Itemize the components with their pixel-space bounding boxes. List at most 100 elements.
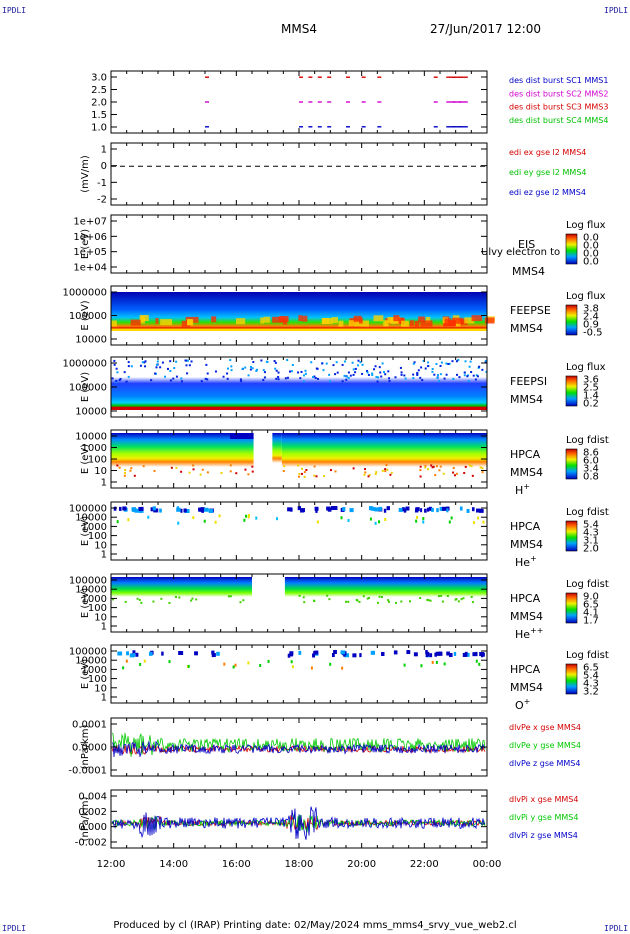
p6-spectrogram-band (281, 433, 487, 467)
p8-low-energy-speck (138, 598, 141, 601)
p6-low-energy-speck (244, 468, 247, 471)
p6-low-energy-speck (363, 468, 366, 471)
p9-count-mark (443, 662, 446, 666)
p5-sparse-count (422, 359, 425, 362)
p7-count-mark (476, 508, 481, 513)
p4-intensity-patch (387, 317, 398, 324)
p5-sparse-count (169, 360, 172, 363)
p6-colorbar-tick: 8.6 (583, 448, 599, 459)
p7-count-mark (427, 507, 430, 512)
p6-low-energy-speck (188, 471, 191, 474)
p6-low-energy-speck (133, 474, 136, 477)
p5-sparse-count (357, 364, 360, 367)
p6-low-energy-speck (479, 466, 482, 469)
p9-count-mark (435, 651, 441, 656)
p4-intensity-patch (414, 320, 420, 327)
p5-sparse-count (427, 365, 430, 368)
p5-sparse-count (141, 361, 144, 364)
p7-count-mark (450, 516, 453, 520)
p4-instrument-label: FEEPSE (510, 304, 551, 317)
p10-legend-entry: dlvPe z gse MMS4 (509, 759, 580, 768)
p8-ytick-label: 100000 (69, 576, 107, 587)
p4-intensity-patch (187, 319, 193, 326)
p5-sparse-count (451, 360, 454, 363)
p5-sparse-count (274, 361, 277, 364)
p5-sparse-count (335, 361, 338, 364)
p4-intensity-patch (331, 317, 338, 324)
p4-intensity-patch (353, 315, 362, 322)
p6-low-energy-speck (282, 469, 285, 472)
p5-sparse-count (321, 362, 324, 365)
p5-colorbar-title: Log flux (566, 362, 606, 373)
p8-ytick-label: 10 (94, 612, 107, 623)
p2-legend-entry: edi ey gse l2 MMS4 (509, 168, 587, 177)
p5-sparse-count (470, 371, 473, 374)
p9-count-mark (310, 666, 313, 670)
p5-sparse-count (304, 372, 307, 375)
p5-colorbar-tick: 2.5 (583, 383, 599, 394)
p5-sparse-count (400, 371, 403, 374)
p7-count-mark (424, 508, 427, 513)
p5-sparse-count (186, 372, 189, 375)
p8-colorbar (565, 592, 578, 624)
p6-ytick-label: 10 (94, 466, 107, 477)
p9-colorbar-tick: 3.2 (583, 687, 599, 698)
p8-low-energy-speck (303, 601, 306, 604)
p5-sparse-count (445, 362, 448, 365)
p4-intensity-patch (160, 319, 173, 326)
p4-intensity-patch (425, 316, 431, 323)
p6-low-energy-speck (303, 471, 306, 474)
p6-low-energy-speck (251, 465, 254, 468)
p9-count-mark (139, 662, 142, 666)
p5-sparse-count (316, 367, 319, 370)
p6-spectrogram (111, 433, 487, 478)
p8-low-energy-speck (345, 600, 348, 603)
p5-sparse-count (275, 377, 278, 380)
p8-low-energy-speck (326, 594, 329, 597)
p6-low-energy-speck (251, 470, 254, 473)
p10-ylabel: (nPa/km) (80, 725, 91, 770)
p5-sparse-count (347, 376, 350, 379)
p1-ytick-label: 1.0 (91, 123, 107, 134)
p9-count-mark (446, 651, 450, 656)
p4-intensity-patch (398, 317, 405, 324)
p11-ytick-label: -0.002 (75, 838, 107, 849)
p5-sparse-count (247, 374, 250, 377)
p5-sparse-count (336, 371, 339, 374)
p7-count-mark (422, 517, 425, 521)
p3-ytick-label: 1e+07 (73, 217, 107, 228)
p5-sparse-count (366, 371, 369, 374)
p8-low-energy-speck (239, 601, 242, 604)
p4-colorbar-tick: -0.5 (583, 328, 603, 339)
p7-count-mark (326, 506, 331, 511)
p9-count-mark (453, 651, 457, 656)
p9-count-mark (314, 650, 319, 655)
p4-intensity-patch (373, 315, 384, 322)
p5-sparse-count (312, 376, 315, 379)
p7-count-mark (208, 508, 214, 513)
p5-sparse-count (481, 368, 484, 371)
p4-intensity-patch (385, 320, 389, 327)
p11-legend-entry: dlvPi y gse MMS4 (509, 813, 578, 822)
p8-spectrogram-band (284, 577, 487, 597)
p2-frame (110, 142, 488, 206)
p8-low-energy-speck (195, 598, 198, 601)
p5-sparse-count (384, 373, 387, 376)
p4-intensity-patch (155, 317, 159, 324)
p8-low-energy-speck (229, 595, 232, 598)
p5-sparse-count (474, 378, 477, 381)
p5-sparse-count (123, 371, 126, 374)
p5-sparse-count (316, 377, 319, 380)
p7-count-mark (472, 521, 475, 525)
p1-legend-entry: des dist burst SC4 MMS4 (509, 116, 608, 125)
p6-colorbar (565, 448, 578, 480)
p9-count-mark (267, 659, 270, 663)
p5-sparse-count (143, 361, 146, 364)
p9-ytick-label: 10000 (75, 656, 107, 667)
corner-mark-bottom-right: IPDLI (604, 924, 629, 933)
p5-sparse-count (468, 365, 471, 368)
p7-count-mark (118, 506, 122, 511)
p9-instrument-label: MMS4 (510, 681, 543, 694)
p9-ylabel: E (eV) (80, 659, 91, 689)
p8-instrument-label: HPCA (510, 592, 541, 605)
